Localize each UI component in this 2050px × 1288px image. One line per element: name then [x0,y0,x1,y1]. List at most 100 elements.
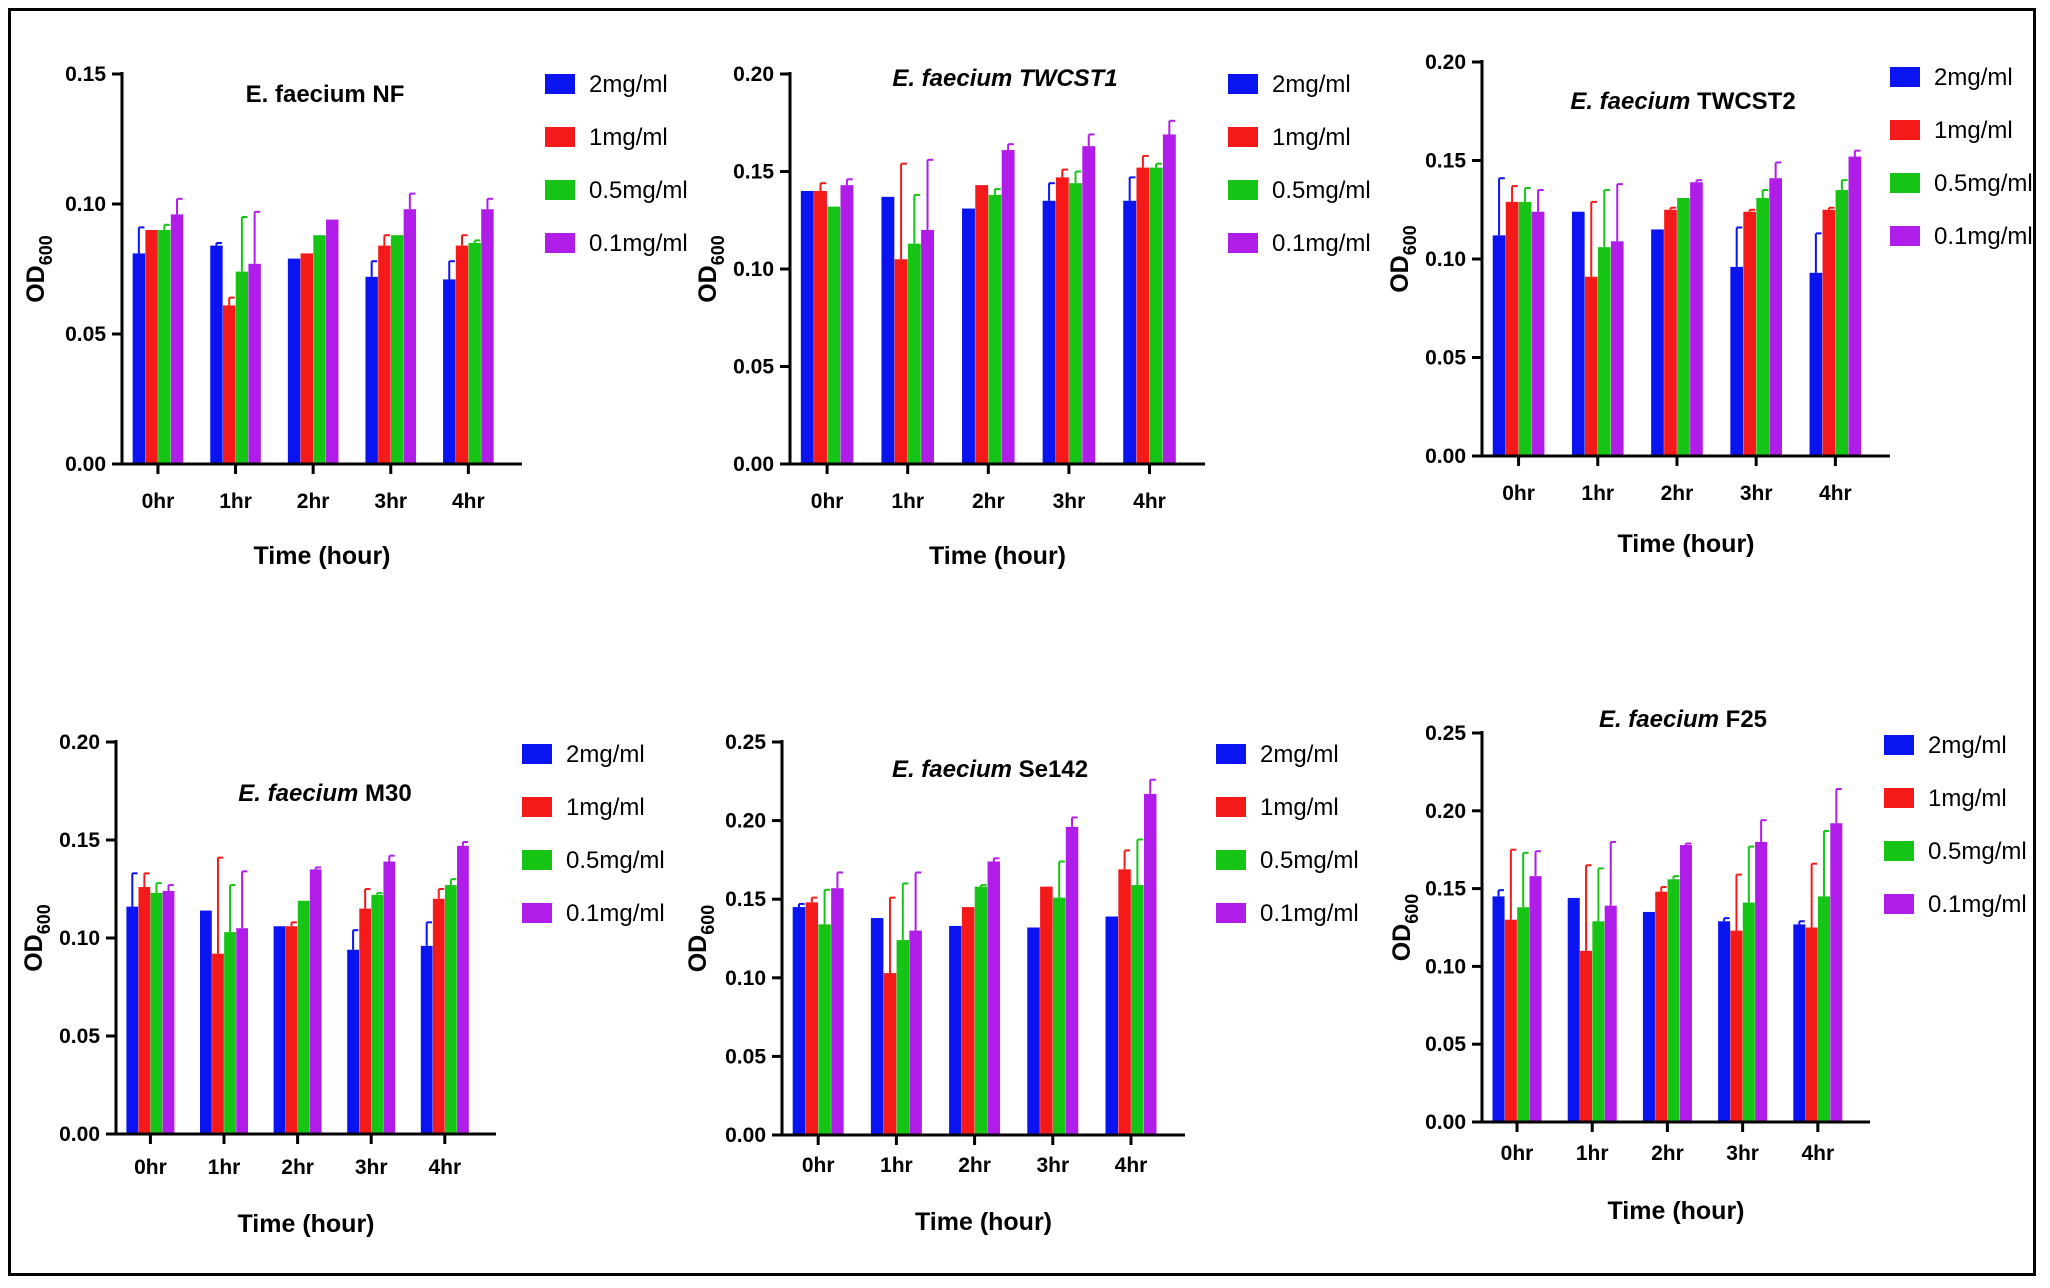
bar-2mgml-1hr [1567,897,1580,1122]
y-tick-label: 0.20 [725,810,766,833]
x-tick-label: 3hr [1053,490,1086,513]
chart-title: E. faecium Se142 [892,756,1088,783]
chart-title-normal: E. faecium NF [246,81,405,108]
bar-1mgml-3hr [1040,886,1053,1135]
bar-05mgml-3hr [371,894,384,1134]
bar-01mgml-3hr [403,209,417,464]
y-tick-label: 0.20 [733,63,774,86]
legend-label-2mgml: 2mg/ml [589,71,668,98]
x-tick-label: 2hr [281,1156,314,1179]
bar-2mgml-3hr [1042,200,1056,464]
bar-01mgml-4hr [1830,823,1843,1122]
y-tick-label: 0.15 [725,888,766,911]
bar-01mgml-0hr [1531,211,1545,456]
x-tick-label: 3hr [374,490,407,513]
bar-2mgml-3hr [1027,927,1040,1135]
chart-panel-2: 0.00 0.05 0.10 0.15 0.20 0hr 1hr 2hr 3hr 4hr Time … [694,63,1371,570]
x-axis-title: Time (hour) [253,542,390,570]
x-tick-label: 4hr [452,490,485,513]
legend-label-05mgml: 0.5mg/ml [1928,838,2027,865]
legend-swatch-05mgml [1884,841,1914,861]
bar-2mgml-4hr [1123,200,1137,464]
chart-title: E. faecium NF [246,81,405,108]
chart-panel-5: 0.00 0.05 0.10 0.15 0.20 0.25 0hr 1hr 2hr 3hr 4hr T… [684,731,1359,1236]
bar-1mgml-0hr [805,902,819,1135]
legend-label-2mgml: 2mg/ml [1260,741,1339,768]
legend-swatch-1mgml [1228,127,1258,147]
x-tick-label: 0hr [134,1156,167,1179]
legend-swatch-05mgml [522,850,552,870]
chart-title-italic: E. faecium [1570,88,1690,115]
y-axis-title-subscript: 600 [708,235,728,265]
bar-2mgml-1hr [1571,211,1585,456]
bar-01mgml-2hr [1690,182,1703,457]
bar-01mgml-1hr [248,263,261,464]
legend-label-1mgml: 1mg/ml [1260,794,1339,821]
legend-label-01mgml: 0.1mg/ml [566,900,665,927]
y-tick-label: 0.15 [733,161,774,184]
bar-01mgml-0hr [840,185,854,464]
x-tick-label: 4hr [428,1156,461,1179]
x-tick-label: 4hr [1801,1142,1834,1165]
x-tick-label: 0hr [1502,482,1535,505]
y-tick-label: 0.00 [1425,1111,1466,1134]
bar-01mgml-0hr [831,888,844,1135]
bar-05mgml-0hr [818,924,831,1135]
x-tick-label: 0hr [802,1154,835,1177]
chart-panel-4: 0.00 0.05 0.10 0.15 0.20 0hr 1hr 2hr 3hr 4hr Time … [20,731,665,1238]
bar-05mgml-4hr [444,885,457,1134]
bar-2mgml-3hr [347,949,359,1134]
bar-01mgml-3hr [1065,826,1079,1135]
bar-2mgml-1hr [870,918,884,1135]
x-tick-label: 1hr [219,490,252,513]
y-tick-label: 0.10 [733,258,774,281]
bar-2mgml-2hr [949,925,962,1135]
legend-swatch-01mgml [1890,226,1920,246]
bar-1mgml-1hr [1580,950,1593,1122]
bar-01mgml-2hr [987,861,1001,1135]
chart-title: E. faecium TWCST2 [1570,88,1795,115]
x-axis-title: Time (hour) [237,1210,374,1238]
bar-01mgml-4hr [1848,156,1862,456]
chart-panel-6: 0.00 0.05 0.10 0.15 0.20 0.25 0hr 1hr 2hr 3hr 4hr T… [1388,706,2027,1225]
x-axis-title: Time (hour) [915,1208,1052,1236]
chart-title-normal: M30 [358,780,411,807]
x-tick-label: 2hr [958,1154,991,1177]
y-axis-title-main: OD [22,265,50,303]
y-tick-label: 0.10 [1425,955,1466,978]
y-tick-label: 0.20 [1425,800,1466,823]
x-tick-label: 3hr [1740,482,1773,505]
legend-label-1mgml: 1mg/ml [566,794,645,821]
y-tick-label: 0.15 [59,829,100,852]
bar-01mgml-4hr [1143,793,1157,1135]
figure-frame [8,8,2036,1276]
chart-title: E. faecium TWCST1 [892,65,1117,92]
bar-2mgml-4hr [1809,272,1823,456]
bar-1mgml-2hr [285,926,298,1134]
bar-1mgml-3hr [378,245,391,464]
y-tick-label: 0.00 [1425,445,1466,468]
legend-label-05mgml: 0.5mg/ml [589,177,688,204]
bar-05mgml-4hr [1131,885,1144,1135]
bar-05mgml-1hr [224,932,236,1134]
bar-01mgml-1hr [236,928,249,1134]
bar-05mgml-3hr [1069,183,1082,464]
x-tick-label: 4hr [1133,490,1166,513]
bar-01mgml-1hr [1610,241,1624,456]
legend-label-01mgml: 0.1mg/ml [1928,891,2027,918]
bar-01mgml-0hr [162,890,175,1134]
bar-01mgml-1hr [921,230,934,464]
legend-swatch-2mgml [1228,74,1258,94]
legend-label-2mgml: 2mg/ml [1934,64,2013,91]
legend-label-05mgml: 0.5mg/ml [566,847,665,874]
chart-title-normal: F25 [1719,706,1767,733]
bar-05mgml-0hr [158,230,171,464]
bar-05mgml-0hr [827,206,841,464]
legend-swatch-01mgml [522,903,552,923]
bar-01mgml-4hr [457,845,469,1134]
x-tick-label: 4hr [1819,482,1852,505]
y-tick-label: 0.15 [65,63,106,86]
legend-label-01mgml: 0.1mg/ml [1934,223,2033,250]
y-tick-label: 0.15 [1425,150,1466,173]
